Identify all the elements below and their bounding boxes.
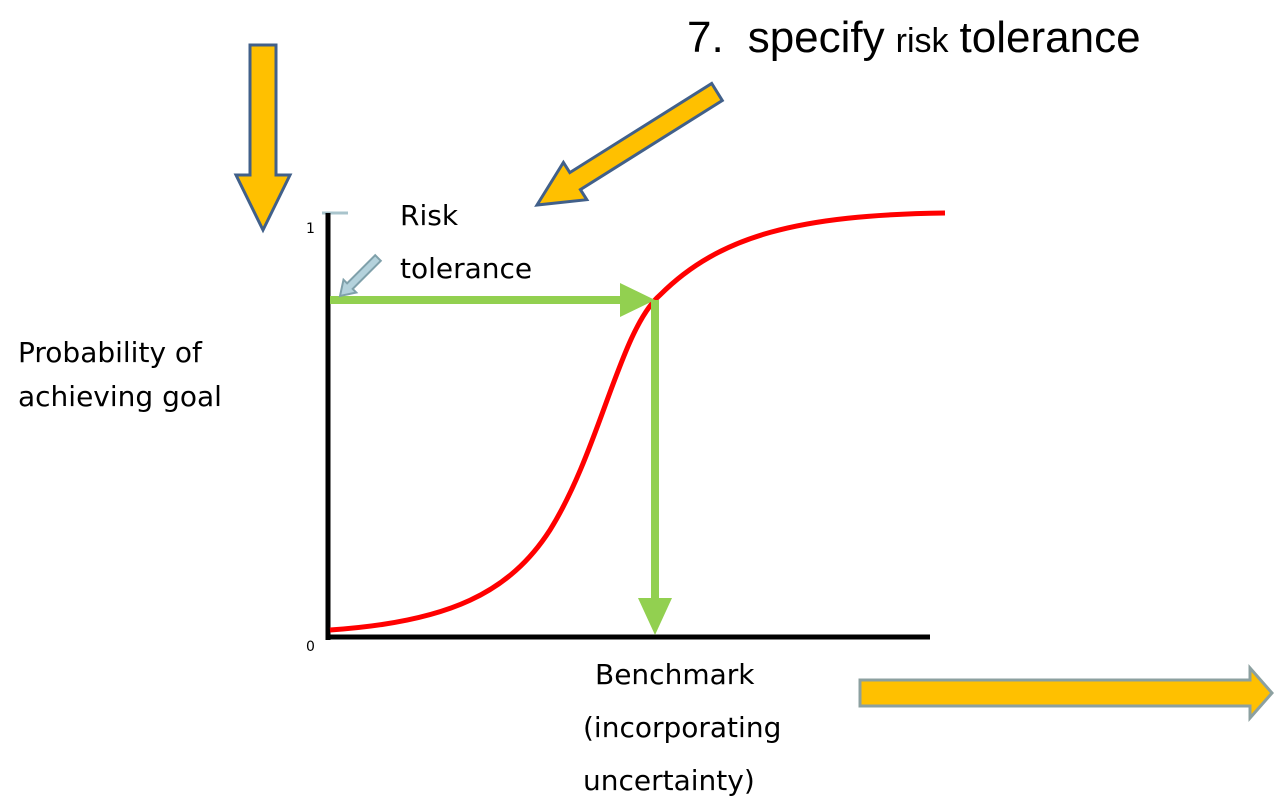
x-axis-label: (incorporating	[583, 711, 781, 744]
pointer-arrow	[338, 253, 383, 298]
risk-arrowhead	[620, 283, 655, 317]
y-min-label: 0	[306, 639, 315, 655]
right-arrow	[858, 664, 1274, 722]
title-word: specify	[748, 13, 885, 62]
title: 7. specify risk tolerance	[687, 13, 1141, 62]
benchmark-arrowhead	[638, 598, 672, 635]
title-word: risk	[896, 22, 950, 60]
y-axis-label: achieving goal	[18, 380, 222, 413]
probability-curve	[329, 210, 946, 633]
title-word: tolerance	[960, 13, 1141, 62]
risk-label: tolerance	[400, 252, 532, 285]
x-axis-label: uncertainty)	[583, 764, 755, 797]
down-arrow	[233, 43, 293, 234]
x-axis-label: Benchmark	[595, 658, 755, 691]
risk-label: Risk	[400, 199, 459, 232]
y-axis-label: Probability of	[18, 336, 203, 369]
title-number: 7.	[687, 13, 724, 62]
y-max-label: 1	[306, 221, 315, 237]
diagonal-arrow	[534, 81, 725, 207]
